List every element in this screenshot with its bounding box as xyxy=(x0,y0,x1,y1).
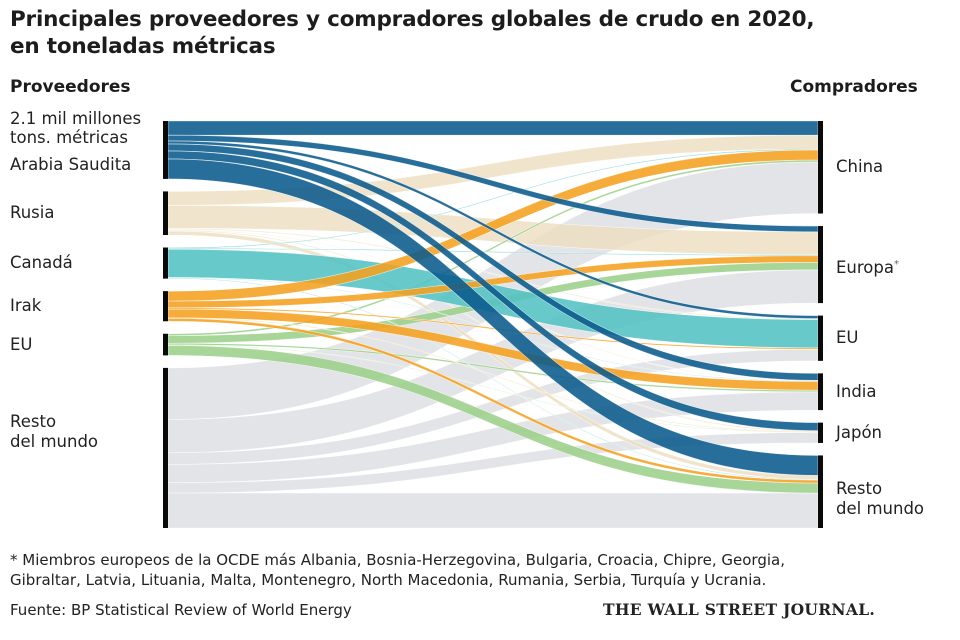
source-label-eu: EU xyxy=(10,334,33,354)
target-label-resto-del-mundo: Resto del mundo xyxy=(836,479,925,519)
source-bar-irak xyxy=(163,291,168,322)
chart-title-line-2: en toneladas métricas xyxy=(10,34,276,59)
target-label-japon: Japón xyxy=(836,422,883,442)
footnote-line-1: * Miembros europeos de la OCDE más Alban… xyxy=(10,551,785,569)
target-label-india: India xyxy=(836,381,877,401)
target-bar-japon xyxy=(818,422,823,443)
flow-resto-del-mundo-to-eu xyxy=(167,348,819,465)
chart-title: Principales proveedores y compradores gl… xyxy=(10,6,815,60)
source-bar-rusia xyxy=(163,191,168,236)
source-label-resto-del-mundo: Resto del mundo xyxy=(10,411,99,451)
source-label-rusia: Rusia xyxy=(10,203,55,223)
scale-note: 2.1 mil millones tons. métricas xyxy=(10,109,141,147)
source-label-canada: Canadá xyxy=(10,253,73,273)
buyers-header: Compradores xyxy=(790,77,918,97)
flow-resto-del-mundo-to-resto-del-mundo xyxy=(167,492,819,529)
source-bar-eu xyxy=(163,333,168,356)
footnote-marker: * xyxy=(893,258,899,270)
source-credit: Fuente: BP Statistical Review of World E… xyxy=(10,601,352,619)
scale-note-line-2: tons. métricas xyxy=(10,128,128,147)
flow-arabia-saudita-to-china xyxy=(167,120,819,136)
target-bar-resto-del-mundo xyxy=(818,455,823,528)
suppliers-header: Proveedores xyxy=(10,77,131,97)
footnote-line-2: Gibraltar, Latvia, Lituania, Malta, Mont… xyxy=(10,570,767,589)
flows-layer xyxy=(167,120,819,529)
scale-note-line-1: 2.1 mil millones xyxy=(10,109,142,128)
source-bar-arabia-saudita xyxy=(163,121,168,179)
target-bar-europa xyxy=(818,226,823,304)
footnote: * Miembros europeos de la OCDE más Alban… xyxy=(10,551,785,590)
target-bar-india xyxy=(818,373,823,411)
flow-resto-del-mundo-to-japon xyxy=(167,432,819,494)
source-bar-resto-del-mundo xyxy=(163,367,168,528)
target-bar-eu xyxy=(818,315,823,361)
target-label-eu: EU xyxy=(836,328,859,348)
source-label-irak: Irak xyxy=(10,296,42,316)
target-label-europa: Europa* xyxy=(836,257,899,277)
source-label-arabia-saudita: Arabia Saudita xyxy=(10,154,132,174)
chart-title-line-1: Principales proveedores y compradores gl… xyxy=(10,7,815,32)
target-bar-china xyxy=(818,121,823,214)
publisher-logo: THE WALL STREET JOURNAL. xyxy=(603,600,876,619)
flow-resto-del-mundo-to-india xyxy=(167,391,819,484)
nodes-layer xyxy=(163,121,823,528)
target-label-china: China xyxy=(836,157,884,177)
source-bar-canada xyxy=(163,247,168,279)
